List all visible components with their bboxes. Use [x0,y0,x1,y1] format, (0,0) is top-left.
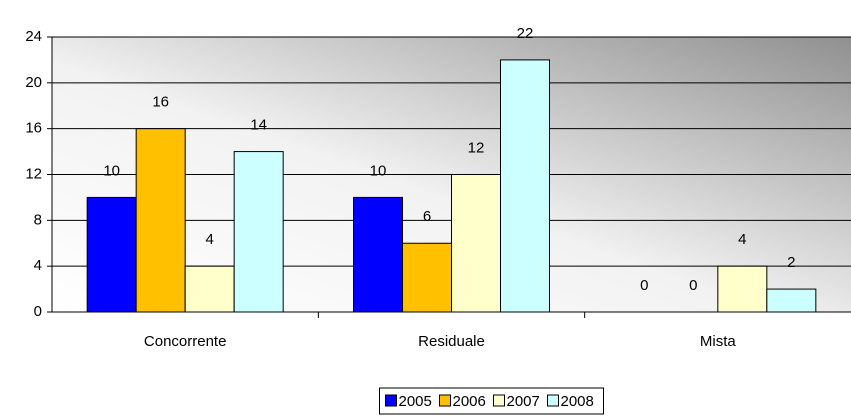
y-tick-label: 24 [25,28,42,45]
x-tick-label: Mista [700,333,736,350]
x-tick-label: Residuale [418,333,485,350]
data-label: 10 [103,162,120,179]
data-label: 22 [517,25,534,42]
legend-swatch [385,394,397,407]
data-label: 0 [689,277,697,294]
data-label: 10 [370,162,387,179]
x-tick-label: Concorrente [144,333,227,350]
bar [451,174,501,313]
bar [135,128,186,313]
data-label: 0 [640,277,648,294]
data-label: 6 [423,208,431,225]
data-label: 16 [152,94,169,111]
bar [353,196,403,313]
y-tick-label: 4 [34,257,42,274]
y-tick-label: 12 [25,165,42,182]
data-label: 12 [468,139,485,156]
y-tick-label: 8 [34,211,42,228]
data-label: 14 [250,117,267,134]
bar [233,151,284,313]
bar [500,59,550,313]
bar [86,196,137,313]
legend-swatch [439,394,451,407]
y-tick-label: 16 [25,120,42,137]
bar [184,265,235,313]
data-label: 2 [787,254,795,271]
legend-label: 2006 [453,393,486,410]
legend-swatch [493,394,505,407]
legend-swatch [547,394,559,407]
data-label: 4 [738,231,746,248]
bar [766,288,817,313]
data-label: 4 [205,231,213,248]
y-tick-label: 0 [34,303,42,320]
legend-label: 2008 [561,393,594,410]
bar [402,242,452,313]
y-tick-label: 20 [25,74,42,91]
legend-box [379,387,604,415]
legend-label: 2005 [399,393,432,410]
bar [717,265,768,313]
legend-label: 2007 [507,393,540,410]
